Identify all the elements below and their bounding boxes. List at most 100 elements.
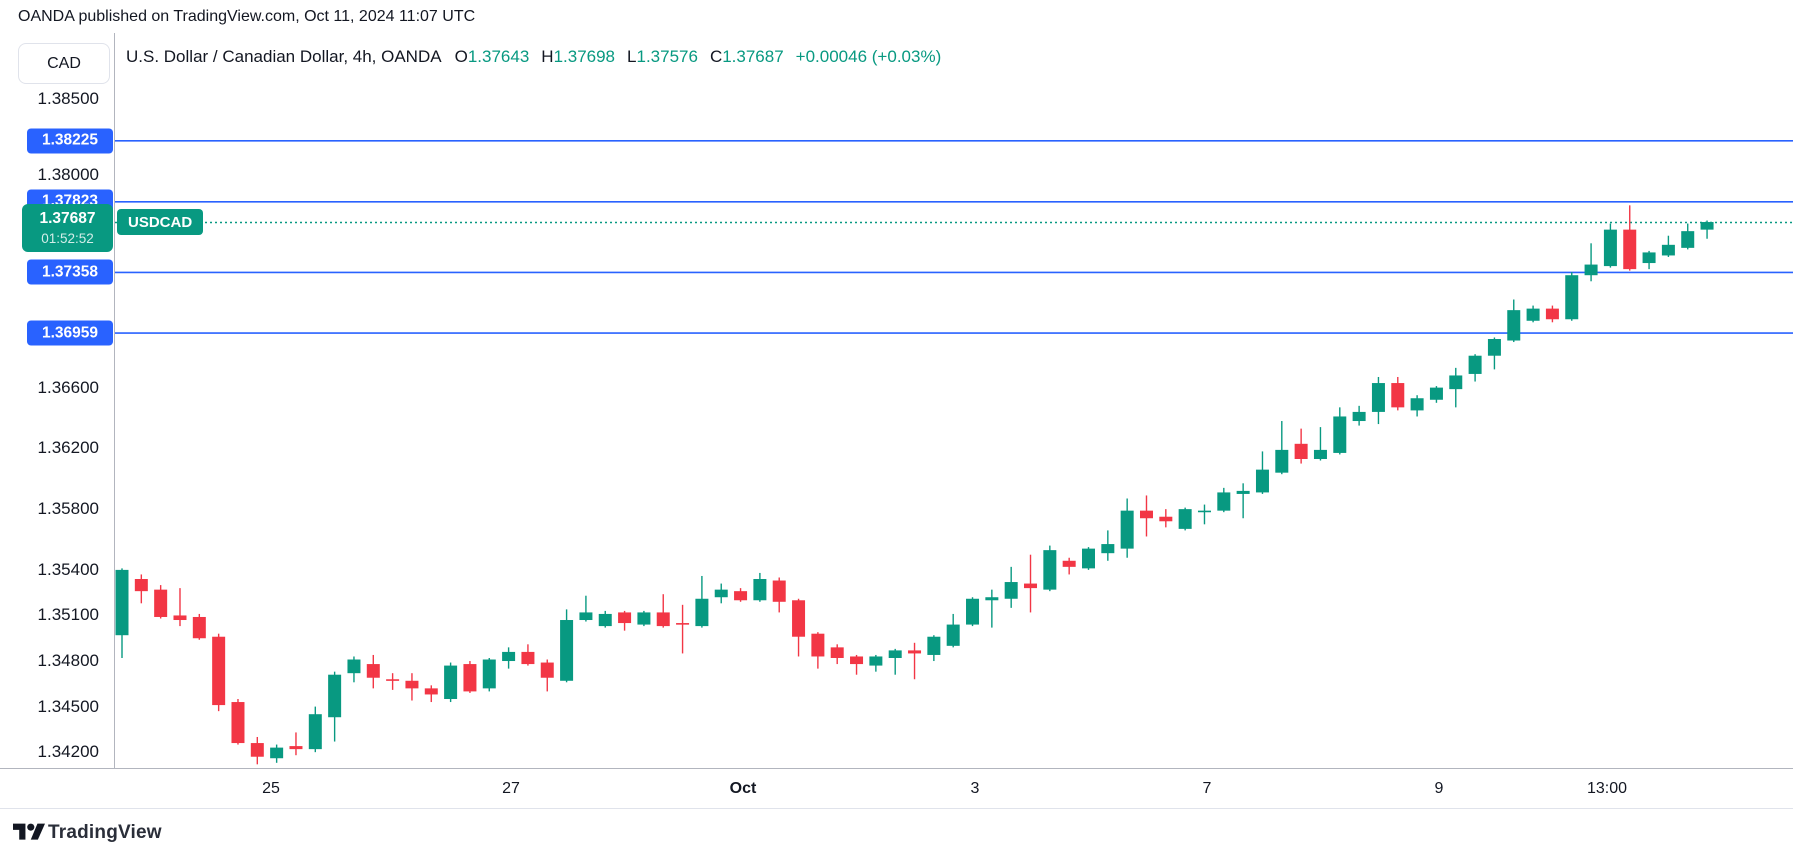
candle-body (1391, 383, 1405, 408)
candle-body (908, 650, 922, 654)
tradingview-logo-icon[interactable] (13, 820, 45, 845)
current-price-value: 1.37687 (39, 210, 96, 227)
price-tick-label: 1.34500 (37, 696, 99, 716)
price-tick-label: 1.35400 (37, 559, 99, 579)
candle-body (1449, 375, 1463, 390)
candle-body (1333, 416, 1347, 453)
candle-body (1507, 310, 1521, 341)
candle-body (618, 612, 632, 624)
price-tick-label: 1.34200 (37, 742, 99, 762)
candle-body (676, 623, 690, 625)
time-tick-label: Oct (729, 779, 757, 797)
price-tick-label: 1.36200 (37, 438, 99, 458)
candle-body (1082, 548, 1095, 569)
candle-body (1545, 308, 1559, 320)
candle-body (753, 579, 767, 601)
candle-body (1024, 583, 1038, 589)
time-tick-label: 7 (1202, 779, 1212, 797)
candle-body (521, 651, 535, 665)
candle-body (212, 636, 226, 706)
price-tick-label: 1.35100 (37, 605, 99, 625)
tradingview-brand-text[interactable]: TradingView (48, 822, 162, 843)
candlestick-chart[interactable] (0, 0, 1793, 810)
candle-body (1197, 510, 1211, 513)
high-value: H1.37698 (541, 47, 616, 66)
chart-legend[interactable]: U.S. Dollar / Canadian Dollar, 4h, OANDA… (126, 47, 941, 67)
ohlc-values: O1.37643 H1.37698 L1.37576 C1.37687 +0.0… (455, 47, 942, 67)
price-tick-label: 1.36600 (37, 377, 99, 397)
candle-body (560, 620, 574, 681)
candle-body (1487, 339, 1501, 356)
price-tick-label: 1.34800 (37, 651, 99, 671)
candle-body (1352, 411, 1366, 422)
candle-body (1062, 560, 1076, 567)
candle-body (134, 579, 148, 592)
candle-body (366, 664, 380, 678)
candle-body (424, 688, 438, 695)
candle-body (1681, 231, 1695, 248)
time-tick-label: 9 (1434, 779, 1444, 797)
candle-body (869, 656, 883, 666)
price-alert-badge[interactable]: 1.37358 (27, 259, 113, 285)
candle-body (386, 679, 400, 681)
candle-body (830, 647, 844, 658)
symbol-tag: USDCAD (117, 209, 204, 235)
price-alert-badge[interactable]: 1.36959 (27, 320, 113, 346)
candle-body (772, 580, 786, 602)
price-axis-pane[interactable]: 1.38500 1.38000 1.36600 1.36200 1.35800 1.354… (0, 33, 115, 768)
candle-body (347, 659, 361, 674)
candle-body (985, 597, 999, 601)
candle-body (966, 598, 980, 625)
candle-body (792, 600, 806, 637)
close-value: C1.37687 (709, 47, 784, 66)
candle-body (405, 680, 419, 689)
candle-body (173, 615, 187, 621)
candle-body (1236, 490, 1250, 494)
candle-body (850, 656, 864, 665)
candle-body (540, 662, 554, 678)
candle-body (1101, 544, 1115, 554)
candle-body (1661, 244, 1675, 256)
attribution-text: OANDA published on TradingView.com, Oct … (18, 8, 476, 25)
price-alert-badge[interactable]: 1.38225 (27, 128, 113, 154)
candle-body (502, 651, 516, 662)
candle-body (1217, 492, 1231, 511)
change-value: +0.00046 (+0.03%) (795, 47, 942, 66)
candle-body (811, 633, 825, 657)
candle-body (270, 747, 284, 759)
candle-body (1410, 398, 1424, 411)
candle-body (1565, 275, 1579, 320)
time-tick-label: 27 (502, 779, 520, 797)
candle-body (1275, 449, 1289, 473)
time-axis-pane[interactable]: 25 27 Oct 3 7 9 13:00 (0, 768, 1793, 808)
candle-body (154, 589, 168, 617)
candle-body (192, 616, 206, 639)
candle-body (1120, 510, 1134, 549)
candle-body (1584, 264, 1598, 276)
price-tick-label: 1.38500 (37, 89, 99, 108)
candle-body (1313, 449, 1327, 460)
candle-body (1178, 509, 1192, 529)
candle-body (231, 702, 245, 744)
candle-body (289, 746, 303, 750)
candle-body (1526, 308, 1540, 321)
candle-body (1429, 387, 1443, 400)
candle-body (579, 612, 593, 621)
current-price-badge: 1.37687 01:52:52 (22, 204, 113, 252)
low-value: L1.37576 (627, 47, 698, 66)
candle-body (598, 613, 612, 627)
candle-body (444, 665, 458, 700)
currency-selector-button[interactable]: CAD (18, 43, 110, 84)
time-tick-label: 3 (970, 779, 980, 797)
candle-body (482, 659, 496, 689)
candle-body (1004, 582, 1018, 599)
bar-countdown: 01:52:52 (41, 230, 94, 246)
candle-body (1139, 510, 1153, 519)
open-value: O1.37643 (454, 47, 530, 66)
candle-body (1468, 355, 1482, 374)
candle-body (1371, 383, 1385, 412)
candle-body (1603, 229, 1617, 267)
price-tick-label: 1.38000 (37, 164, 99, 184)
candle-body (308, 714, 322, 750)
